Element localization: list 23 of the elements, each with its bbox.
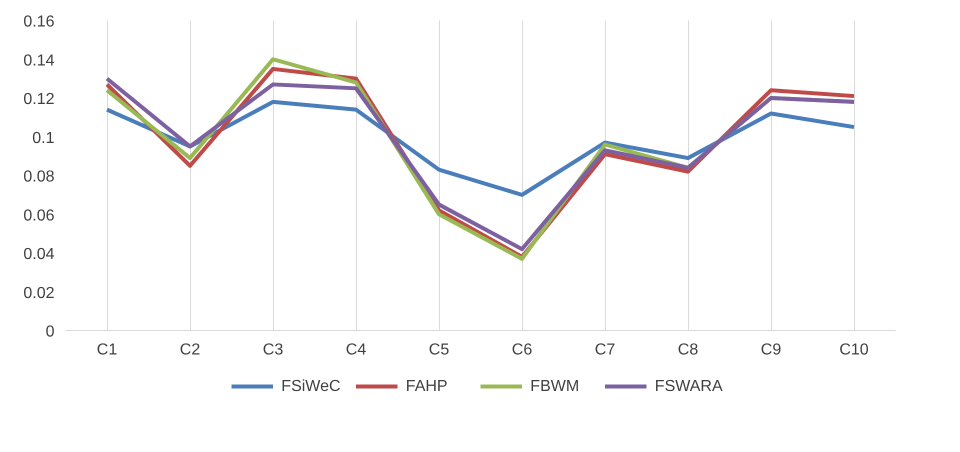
legend-label: FSiWeC [281,378,341,395]
x-tick-label: C9 [760,342,782,358]
y-tick-label: 0.04 [23,246,55,263]
y-tick-label: 0.12 [23,91,55,108]
x-tick-label: C1 [96,342,118,358]
x-tick-label: C6 [512,342,532,358]
x-tick-label: C3 [262,342,284,358]
legend-label: FAHP [406,378,448,395]
y-tick-label: 0.06 [23,207,55,224]
x-tick-label: C5 [428,342,450,358]
x-tick-label: C2 [180,342,200,358]
x-tick-label: C4 [346,342,366,358]
x-tick-label: C8 [678,342,698,358]
y-tick-label: 0 [46,324,55,340]
y-tick-label: 0.1 [32,130,55,147]
y-tick-label: 0.08 [23,168,55,186]
legend-label: FSWARA [654,378,723,395]
y-tick-label: 0.02 [23,284,55,302]
y-tick-label: 0.16 [23,14,55,30]
legend-label: FBWM [530,378,580,395]
x-tick-label: C7 [594,342,616,358]
x-tick-label: C10 [839,342,869,358]
y-tick-label: 0.14 [23,52,55,70]
